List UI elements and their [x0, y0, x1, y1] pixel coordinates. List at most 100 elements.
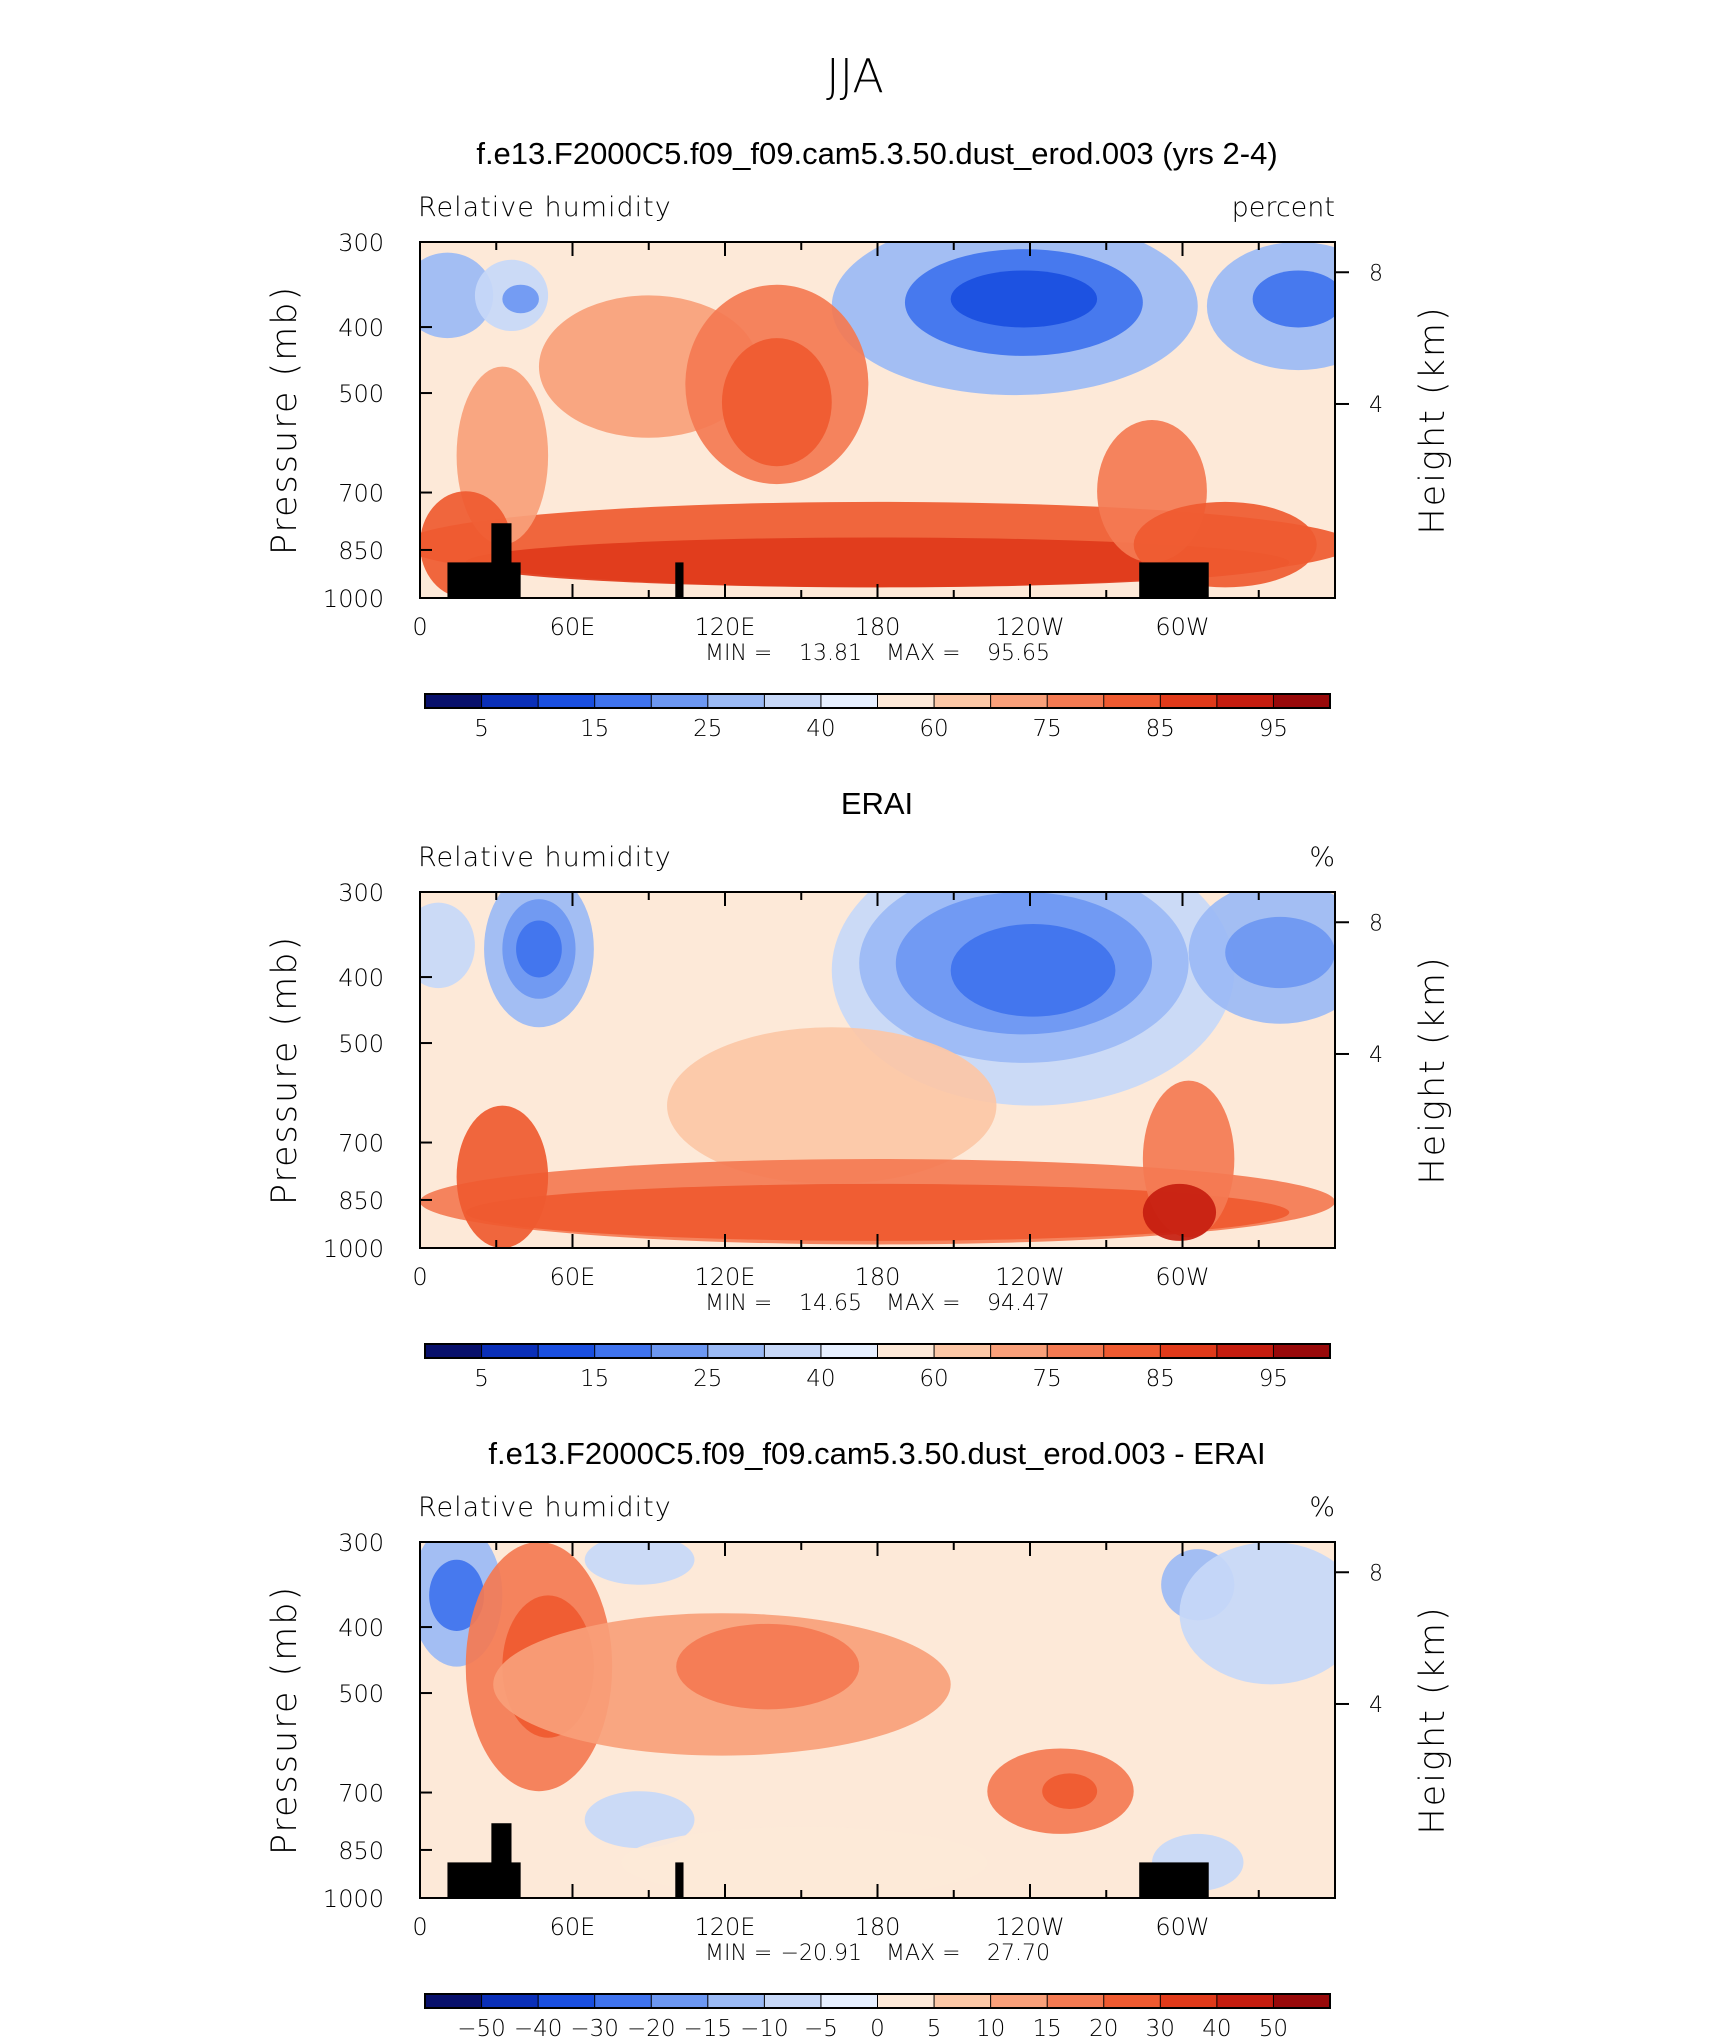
units-label: %	[1309, 842, 1335, 873]
y-tick-label: 500	[338, 380, 384, 408]
x-tick-label: 120W	[995, 613, 1065, 641]
contour-region	[429, 1559, 485, 1631]
colorbar-swatch	[1046, 1993, 1105, 2009]
colorbar-label: −5	[804, 2016, 838, 2038]
chart-panel-2: ERAI Relative humidity % 0 60E 120E 180 120W 60W…	[265, 786, 1453, 1392]
x-tick-label: 180	[855, 1263, 901, 1291]
x-tick-label: 120W	[995, 1263, 1065, 1291]
colorbar-swatch	[1272, 693, 1331, 709]
colorbar: −50 −40 −30 −20 −15 −10 −5 0 5 10 15 20 30 40 50	[424, 1993, 1331, 2038]
y-tick-label: 500	[338, 1030, 384, 1058]
stats-line: MIN = −20.91 MAX = 27.70	[705, 1941, 1050, 1966]
topography-mask	[1139, 562, 1209, 598]
colorbar-label: 75	[1033, 1366, 1062, 1392]
topography-mask	[447, 1862, 521, 1898]
colorbar-swatch	[820, 1993, 879, 2009]
max-value: 94.47	[987, 1291, 1050, 1316]
colorbar-swatch	[1216, 1993, 1275, 2009]
colorbar-swatch	[1103, 1343, 1162, 1359]
colorbar-label: 75	[1033, 716, 1062, 742]
colorbar-swatch	[1159, 693, 1218, 709]
max-label: MAX =	[886, 1291, 961, 1316]
min-label: MIN =	[705, 1941, 772, 1966]
min-label: MIN =	[705, 641, 772, 666]
colorbar-label: 85	[1146, 1366, 1175, 1392]
colorbar-swatch	[1103, 693, 1162, 709]
contour-region	[465, 537, 1290, 588]
contour-field	[420, 242, 1335, 598]
contour-region	[420, 252, 494, 339]
y-tick-label: 700	[338, 1130, 384, 1158]
colorbar-swatch	[1159, 1343, 1218, 1359]
colorbar-swatch	[990, 693, 1049, 709]
contour-field	[420, 892, 1335, 1248]
contour-region	[950, 924, 1116, 1017]
variable-label: Relative humidity	[418, 1492, 672, 1523]
x-axis: 0 60E 120E 180 120W 60W	[412, 1542, 1336, 1941]
colorbar-frame	[424, 1993, 1331, 2009]
contour-region	[1225, 916, 1335, 989]
contour-region	[621, 1826, 988, 1898]
y-tick-label: 850	[338, 1837, 384, 1865]
topography-mask	[675, 1862, 684, 1898]
y-tick-label: 300	[338, 1529, 384, 1557]
colorbar-label: 15	[580, 716, 609, 742]
colorbar-swatch	[1103, 1993, 1162, 2009]
colorbar-label: −20	[627, 2016, 676, 2038]
y-tick-label: 850	[338, 537, 384, 565]
y2-tick-label: 8	[1369, 911, 1383, 936]
contour-region	[584, 1791, 695, 1849]
x-tick-label: 180	[855, 1913, 901, 1941]
colorbar-label: 40	[1202, 2016, 1231, 2038]
contour-field	[420, 1542, 1335, 1898]
colorbar-swatch	[481, 1993, 540, 2009]
y2-axis-label: Height (km)	[1413, 305, 1453, 534]
colorbar-swatch	[594, 1993, 653, 2009]
colorbar-swatch	[707, 1343, 766, 1359]
x-tick-label: 60E	[550, 613, 596, 641]
y2-axis: 8 4 Height (km)	[1335, 261, 1453, 535]
contour-region	[667, 1027, 997, 1184]
y2-tick-label: 4	[1369, 393, 1383, 418]
y2-axis: 8 4 Height (km)	[1335, 1561, 1453, 1835]
colorbar-label: −50	[457, 2016, 506, 2038]
colorbar-swatch	[1216, 693, 1275, 709]
topography-mask	[1139, 1862, 1209, 1898]
max-value: 95.65	[987, 641, 1050, 666]
colorbar-swatch	[877, 1343, 936, 1359]
page-title: JJA	[826, 49, 884, 103]
max-value: 27.70	[987, 1941, 1050, 1966]
y-tick-label: 400	[338, 1614, 384, 1642]
colorbar-swatch	[877, 1993, 936, 2009]
colorbar-swatch	[650, 1343, 709, 1359]
colorbar-label: 25	[693, 1366, 722, 1392]
chart-panel-3: f.e13.F2000C5.f09_f09.cam5.3.50.dust_ero…	[265, 1436, 1453, 2038]
x-tick-label: 120E	[695, 1913, 756, 1941]
colorbar-frame	[424, 1343, 1331, 1359]
colorbar-swatch	[877, 693, 936, 709]
colorbar-swatch	[933, 1993, 992, 2009]
y2-tick-label: 4	[1369, 1693, 1383, 1718]
x-tick-label: 120E	[695, 1263, 756, 1291]
y-tick-label: 400	[338, 314, 384, 342]
x-tick-label: 180	[855, 613, 901, 641]
y-tick-label: 400	[338, 964, 384, 992]
colorbar-swatch	[1046, 1343, 1105, 1359]
y-tick-label: 1000	[323, 585, 384, 613]
y-tick-label: 700	[338, 1780, 384, 1808]
x-tick-label: 60W	[1155, 1263, 1209, 1291]
y-axis-label: Pressure (mb)	[265, 935, 305, 1205]
colorbar-label: 10	[976, 2016, 1005, 2038]
colorbar-label: 30	[1146, 2016, 1175, 2038]
contour-region	[502, 284, 539, 314]
topography-mask	[675, 562, 684, 598]
colorbar-swatch	[537, 1993, 596, 2009]
chart-title: f.e13.F2000C5.f09_f09.cam5.3.50.dust_ero…	[476, 136, 1277, 171]
colorbar-swatch	[933, 1343, 992, 1359]
min-label: MIN =	[705, 1291, 772, 1316]
y-tick-label: 500	[338, 1680, 384, 1708]
variable-label: Relative humidity	[418, 192, 672, 223]
colorbar-label: 60	[919, 716, 948, 742]
colorbar-frame	[424, 693, 1331, 709]
